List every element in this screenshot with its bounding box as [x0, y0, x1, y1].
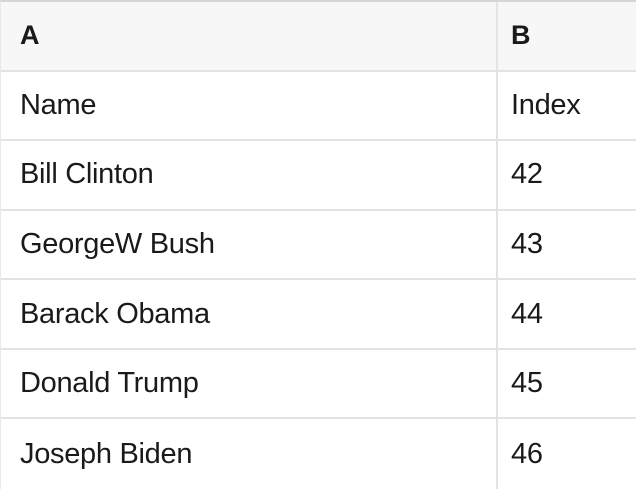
- cell-name[interactable]: Bill Clinton: [1, 141, 498, 211]
- cell-name[interactable]: Donald Trump: [1, 349, 498, 420]
- cell-name[interactable]: GeorgeW Bush: [1, 210, 498, 281]
- cell-index-label[interactable]: Index: [498, 71, 636, 142]
- table-row: Joseph Biden 46: [1, 419, 636, 489]
- column-header-b[interactable]: B: [498, 2, 636, 72]
- table-row: Bill Clinton 42: [1, 141, 636, 211]
- cell-index[interactable]: 46: [498, 419, 636, 489]
- cell-name[interactable]: Joseph Biden: [1, 419, 498, 489]
- column-header-row: A B: [1, 2, 636, 72]
- column-header-a[interactable]: A: [1, 2, 498, 72]
- cell-name-label[interactable]: Name: [1, 71, 498, 142]
- table-row: GeorgeW Bush 43: [1, 210, 636, 281]
- cell-index[interactable]: 43: [498, 210, 636, 281]
- table-row: Donald Trump 45: [1, 349, 636, 420]
- cell-index[interactable]: 45: [498, 349, 636, 420]
- cell-index[interactable]: 44: [498, 280, 636, 350]
- table-row-field-labels: Name Index: [1, 71, 636, 142]
- cell-index[interactable]: 42: [498, 141, 636, 211]
- cell-name[interactable]: Barack Obama: [1, 280, 498, 350]
- table-row: Barack Obama 44: [1, 280, 636, 350]
